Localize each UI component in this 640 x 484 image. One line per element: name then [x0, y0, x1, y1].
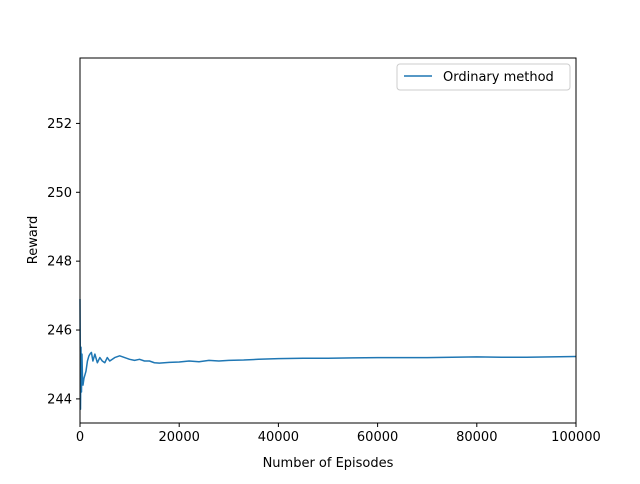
- series-layer: [79, 299, 577, 410]
- x-tick-label: 40000: [258, 430, 299, 445]
- y-tick-label: 244: [47, 392, 72, 407]
- legend-entry-label: Ordinary method: [443, 70, 554, 85]
- plot-frame: [79, 57, 577, 424]
- x-axis-ticks: 0 20000 40000 60000 80000 100000: [76, 423, 601, 445]
- y-tick-label: 252: [47, 117, 72, 132]
- y-axis-ticks: 244 246 248 250 252: [47, 117, 80, 407]
- x-tick-label: 80000: [456, 430, 497, 445]
- legend: Ordinary method: [396, 63, 571, 91]
- y-tick-label: 250: [47, 186, 72, 201]
- y-axis-label: Reward: [26, 216, 41, 264]
- y-tick-label: 248: [47, 255, 72, 270]
- x-tick-label: 100000: [551, 430, 601, 445]
- x-axis-label: Number of Episodes: [263, 456, 394, 471]
- y-tick-label: 246: [47, 324, 72, 339]
- x-tick-label: 20000: [159, 430, 200, 445]
- legend-box: [396, 63, 571, 91]
- series-line-0: [79, 299, 577, 410]
- x-tick-label: 60000: [357, 430, 398, 445]
- x-tick-label: 0: [76, 430, 84, 445]
